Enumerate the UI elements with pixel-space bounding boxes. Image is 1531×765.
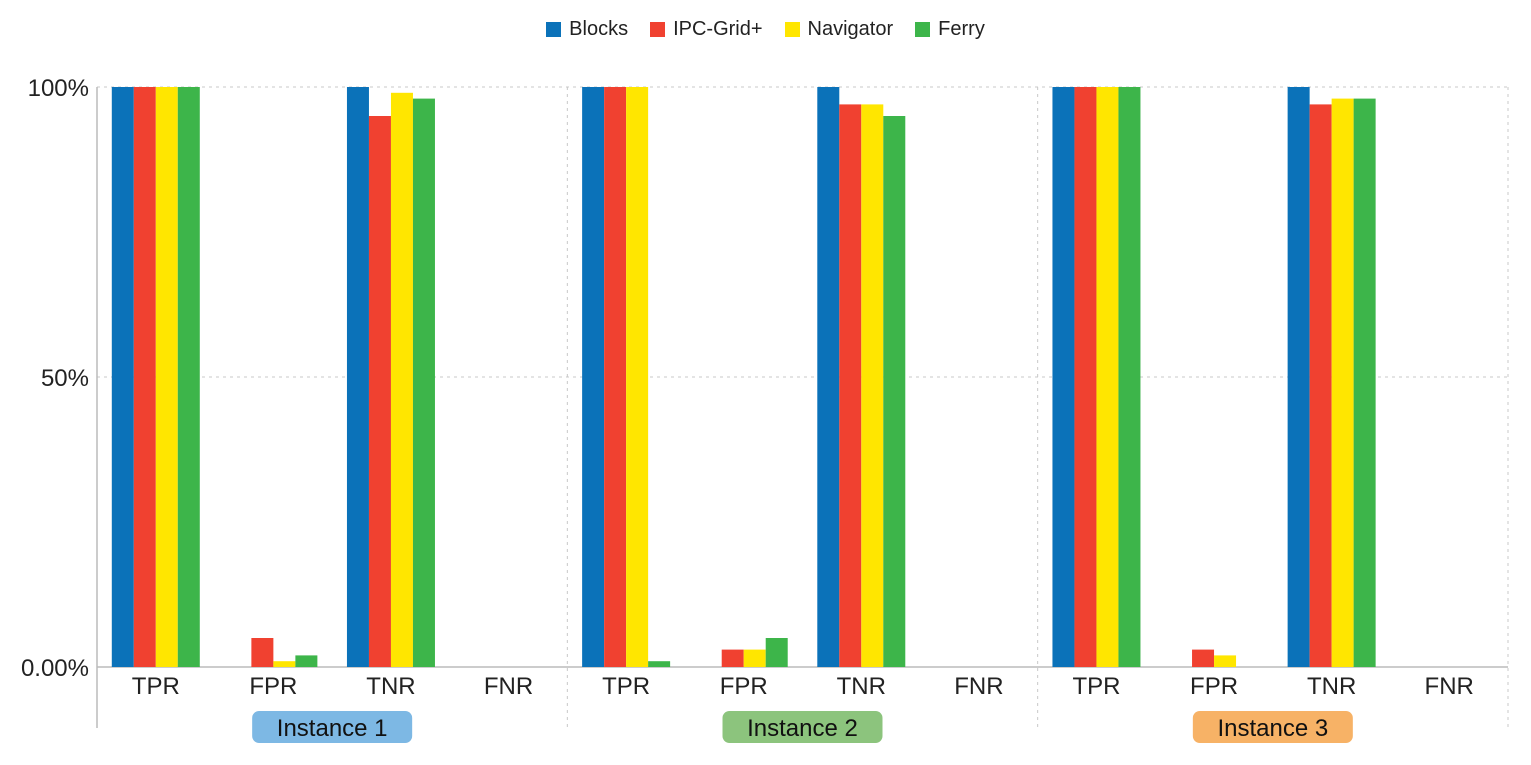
legend-item: Blocks bbox=[546, 18, 628, 41]
x-tick-label: TNR bbox=[1307, 673, 1356, 700]
bar bbox=[412, 98, 435, 668]
bar bbox=[1331, 98, 1354, 668]
bar bbox=[1214, 655, 1237, 667]
legend: Blocks IPC-Grid+ Navigator Ferry bbox=[0, 18, 1531, 41]
bar bbox=[1353, 98, 1376, 668]
bar bbox=[295, 655, 318, 667]
x-tick-label: TPR bbox=[602, 673, 650, 700]
bar bbox=[1192, 649, 1215, 667]
bar bbox=[604, 87, 627, 667]
group-label: Instance 1 bbox=[277, 715, 388, 742]
bar bbox=[839, 104, 862, 667]
y-tick-label: 50% bbox=[41, 365, 89, 392]
x-tick-label: TPR bbox=[1072, 673, 1120, 700]
legend-swatch bbox=[546, 22, 562, 37]
group-label-badge bbox=[722, 711, 883, 743]
bar bbox=[648, 661, 671, 667]
bar bbox=[765, 638, 788, 667]
bar bbox=[1309, 104, 1332, 667]
y-tick-label: 100% bbox=[28, 75, 89, 102]
legend-label: IPC-Grid+ bbox=[673, 18, 763, 40]
bar bbox=[1074, 87, 1097, 667]
group-label-badge bbox=[1192, 711, 1353, 743]
x-tick-label: TNR bbox=[366, 673, 415, 700]
bar bbox=[111, 87, 134, 667]
bar bbox=[1096, 87, 1119, 667]
legend-item: IPC-Grid+ bbox=[650, 18, 763, 41]
bar bbox=[582, 87, 605, 667]
bar bbox=[346, 87, 369, 667]
legend-swatch bbox=[915, 22, 931, 37]
bar bbox=[133, 87, 156, 667]
legend-label: Ferry bbox=[938, 18, 985, 40]
y-tick-label: 0.00% bbox=[21, 655, 89, 682]
legend-item: Navigator bbox=[784, 18, 894, 41]
bar bbox=[721, 649, 744, 667]
x-tick-label: FPR bbox=[720, 673, 768, 700]
legend-swatch bbox=[784, 22, 800, 37]
bar bbox=[626, 87, 649, 667]
x-tick-label: TPR bbox=[132, 673, 180, 700]
x-tick-label: FNR bbox=[484, 673, 533, 700]
bar bbox=[883, 116, 906, 667]
bar bbox=[817, 87, 840, 667]
bar bbox=[368, 116, 391, 667]
x-tick-label: FNR bbox=[1425, 673, 1474, 700]
bar bbox=[273, 661, 296, 667]
bar bbox=[1052, 87, 1075, 667]
legend-label: Blocks bbox=[569, 18, 629, 40]
x-tick-label: FPR bbox=[249, 673, 297, 700]
bar bbox=[251, 638, 274, 667]
x-tick-label: FPR bbox=[1190, 673, 1238, 700]
bar bbox=[390, 92, 413, 668]
bar bbox=[1287, 87, 1310, 667]
group-label-badge bbox=[252, 711, 413, 743]
bar bbox=[1118, 87, 1141, 667]
group-label: Instance 2 bbox=[747, 715, 858, 742]
legend-label: Navigator bbox=[807, 18, 894, 40]
x-tick-label: FNR bbox=[954, 673, 1003, 700]
bar bbox=[861, 104, 884, 667]
bar bbox=[155, 87, 178, 667]
group-label: Instance 3 bbox=[1217, 715, 1328, 742]
legend-swatch bbox=[650, 22, 666, 37]
legend-item: Ferry bbox=[915, 18, 985, 41]
x-tick-label: TNR bbox=[837, 673, 886, 700]
bar bbox=[743, 649, 766, 667]
bar bbox=[177, 87, 200, 667]
